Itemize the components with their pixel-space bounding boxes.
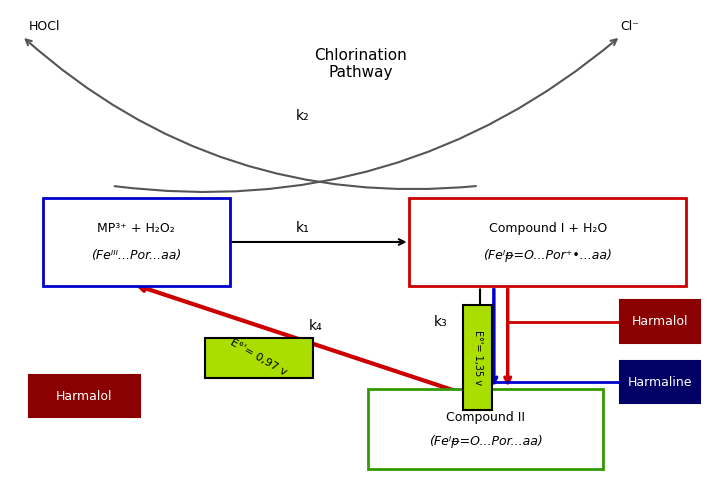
FancyBboxPatch shape <box>205 338 313 377</box>
Text: HOCl: HOCl <box>29 20 61 33</box>
Text: (Feᴵᴵᴵ...Por...aa): (Feᴵᴵᴵ...Por...aa) <box>91 249 181 262</box>
FancyBboxPatch shape <box>368 389 603 469</box>
Text: (Feᴵᵽ=O...Por...aa): (Feᴵᵽ=O...Por...aa) <box>429 435 542 448</box>
Text: Harmalol: Harmalol <box>56 390 113 403</box>
Text: Compound II: Compound II <box>446 411 525 424</box>
Text: E°'= 1,35 v: E°'= 1,35 v <box>473 330 483 385</box>
Text: Harmalol: Harmalol <box>632 315 689 328</box>
FancyBboxPatch shape <box>29 375 139 417</box>
Text: E°'= 0,97 v: E°'= 0,97 v <box>229 338 289 378</box>
FancyBboxPatch shape <box>620 300 700 343</box>
Text: Harmaline: Harmaline <box>628 376 692 389</box>
FancyBboxPatch shape <box>464 305 492 410</box>
Text: Compound I + H₂O: Compound I + H₂O <box>489 222 607 235</box>
FancyBboxPatch shape <box>620 362 700 403</box>
Text: Chlorination
Pathway: Chlorination Pathway <box>315 48 407 80</box>
FancyBboxPatch shape <box>43 198 230 286</box>
FancyBboxPatch shape <box>409 198 686 286</box>
Text: Cl⁻: Cl⁻ <box>620 20 640 33</box>
Text: MP³⁺ + H₂O₂: MP³⁺ + H₂O₂ <box>97 222 175 235</box>
Text: k₂: k₂ <box>295 109 309 123</box>
Text: k₃: k₃ <box>434 315 448 329</box>
Text: k₁: k₁ <box>295 221 309 235</box>
Text: k₄: k₄ <box>309 319 323 333</box>
Text: (Feᴵᵽ=O...Por⁺•...aa): (Feᴵᵽ=O...Por⁺•...aa) <box>484 249 612 262</box>
